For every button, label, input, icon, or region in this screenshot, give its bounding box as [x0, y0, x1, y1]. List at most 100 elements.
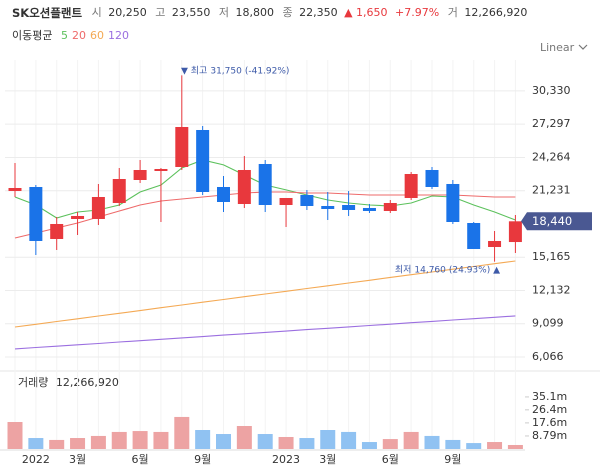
volume-bar	[403, 431, 419, 449]
current-price-label: 18,440	[532, 214, 572, 228]
volume-bar	[153, 431, 169, 449]
volume-title: 거래량	[18, 376, 48, 389]
volume-bar	[320, 430, 336, 449]
low-label: 저	[219, 6, 229, 19]
volume-bar	[507, 444, 523, 449]
candle-body	[321, 205, 335, 209]
volume-bar	[257, 434, 273, 449]
candle-body	[91, 196, 105, 219]
x-tick-label: 2023	[272, 453, 300, 465]
volume-total: 12,266,920	[56, 376, 119, 389]
volume-tick-label: 8.79m	[532, 429, 567, 442]
legend-title: 이동평균	[12, 29, 52, 42]
y-tick-label: 6,066	[532, 350, 564, 363]
candle-body	[362, 207, 376, 211]
change: ▲ 1,650	[344, 6, 387, 19]
close-value: 22,350	[299, 6, 338, 19]
volume-bar	[132, 431, 148, 449]
high-label: 고	[155, 6, 165, 19]
volume-panel-title: 거래량 12,266,920	[18, 376, 119, 389]
legend-entry: 120	[108, 29, 129, 42]
candle-body	[112, 178, 126, 203]
stock-name: SK오션플랜트	[12, 6, 83, 20]
volume-bar	[445, 439, 461, 449]
candle-body	[342, 204, 356, 210]
y-tick-label: 30,330	[532, 84, 571, 97]
header: SK오션플랜트 시 20,250 고 23,550 저 18,800 종 22,…	[12, 6, 527, 20]
candle-body	[8, 188, 22, 191]
y-tick-label: 15,165	[532, 250, 571, 263]
min-prefix: 최저	[395, 264, 412, 275]
scale-selector[interactable]: Linear	[540, 41, 575, 54]
legend-entry: 5	[61, 29, 68, 42]
volume-bar	[236, 426, 252, 449]
y-tick-label: 21,231	[532, 184, 571, 197]
min-change: (24.93%) ▲	[449, 265, 500, 275]
max-prefix: ▼ 최고	[181, 65, 207, 76]
change-pct: +7.97%	[395, 6, 439, 19]
volume-bar	[49, 439, 65, 449]
candle-body	[237, 169, 251, 205]
x-tick-label: 9월	[444, 453, 461, 465]
candle-body	[383, 202, 397, 211]
moving-average-line	[14, 315, 516, 350]
volume-bar	[111, 431, 127, 449]
volume-bar	[28, 438, 44, 449]
volume-value: 12,266,920	[464, 6, 527, 19]
volume-bar	[382, 439, 398, 449]
y-tick-label: 27,297	[532, 117, 571, 130]
volume-bar	[278, 436, 294, 449]
candle-body	[175, 127, 189, 167]
y-tick-label: 24,264	[532, 150, 571, 163]
candle-body	[508, 221, 522, 243]
volume-bar	[361, 442, 377, 449]
legend-entry: 60	[90, 29, 104, 42]
candle-body	[300, 194, 314, 206]
volume-bar	[341, 431, 357, 449]
max-value: 31,750	[210, 66, 242, 76]
candle-body	[279, 197, 293, 205]
legend: 이동평균 5 20 60 120	[12, 29, 129, 42]
volume-bar	[424, 435, 440, 449]
volume-label: 거	[448, 6, 458, 19]
candle-body	[50, 223, 64, 239]
high-value: 23,550	[172, 6, 211, 19]
volume-tick-label: 17.6m	[532, 416, 567, 429]
legend-entry: 20	[72, 29, 86, 42]
volume-bar	[7, 421, 23, 449]
x-tick-label: 3월	[319, 453, 336, 465]
min-value: 14,760	[414, 265, 446, 275]
volume-bar	[216, 434, 231, 449]
candle-body	[196, 129, 210, 192]
y-tick-label: 12,132	[532, 283, 571, 296]
volume-bar	[70, 438, 86, 449]
close-label: 종	[282, 6, 292, 19]
low-value: 18,800	[235, 6, 274, 19]
candle-body	[217, 186, 230, 202]
candle-body	[154, 168, 168, 171]
open-value: 20,250	[108, 6, 147, 19]
volume-bar	[174, 416, 190, 449]
candle-body	[446, 183, 460, 222]
volume-bar	[195, 430, 211, 449]
candle-body	[404, 173, 418, 198]
x-tick-label: 6월	[132, 453, 149, 465]
current-price-box	[521, 212, 592, 231]
x-tick-label: 6월	[382, 453, 399, 465]
x-tick-label: 2022	[22, 453, 50, 465]
open-label: 시	[92, 6, 102, 19]
volume-bar	[487, 442, 503, 449]
candle-body	[488, 240, 502, 247]
max-annotation: ▼ 최고 31,750 (-41.92%)	[181, 65, 289, 76]
x-tick-label: 3월	[69, 453, 86, 465]
y-tick-label: 9,099	[532, 317, 564, 330]
candle-body	[425, 169, 439, 187]
candle-body	[29, 186, 43, 241]
candle-body	[71, 215, 85, 219]
candle-body	[467, 222, 481, 249]
min-annotation: 최저 14,760 (24.93%) ▲	[395, 264, 500, 275]
dropdown-icon[interactable]	[578, 44, 588, 50]
volume-bar	[299, 438, 315, 449]
moving-average-line	[14, 260, 516, 328]
